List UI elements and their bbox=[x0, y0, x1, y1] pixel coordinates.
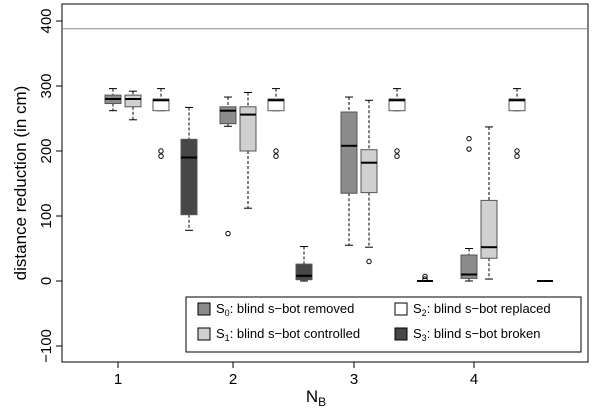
legend-label-s1: S1: blind s−bot controlled bbox=[216, 326, 360, 343]
legend-swatch-s2 bbox=[394, 302, 408, 316]
box-body bbox=[295, 263, 313, 281]
x-tick-label: 1 bbox=[114, 371, 122, 388]
y-tick-label: 100 bbox=[38, 203, 55, 228]
box-s0-n3 bbox=[340, 96, 358, 246]
legend-label-main: S bbox=[216, 326, 225, 341]
legend-swatch-s3 bbox=[394, 327, 408, 341]
box-s3-n2 bbox=[295, 246, 313, 282]
y-tick-label: 400 bbox=[38, 8, 55, 33]
outlier-point bbox=[466, 135, 472, 142]
outlier-point bbox=[422, 276, 428, 282]
outlier-point bbox=[225, 230, 231, 237]
legend-label-s0: S0: blind s−bot removed bbox=[216, 301, 354, 318]
box-s2-n4 bbox=[508, 88, 526, 159]
x-axis: 1 2 3 4 bbox=[114, 362, 478, 388]
box-body bbox=[152, 98, 170, 112]
legend-label-main: S bbox=[413, 301, 422, 316]
box-body bbox=[340, 111, 358, 194]
legend-label-subscript: 3 bbox=[422, 333, 427, 343]
x-axis-title-subscript: B bbox=[318, 395, 326, 409]
outlier-point bbox=[422, 273, 428, 280]
box-s3-n3 bbox=[417, 273, 433, 282]
legend-label-s2: S2: blind s−bot replaced bbox=[413, 301, 551, 318]
outlier-point bbox=[158, 153, 164, 159]
box-s0-n1 bbox=[104, 88, 122, 112]
outlier-point bbox=[273, 153, 279, 159]
outlier-point bbox=[394, 148, 400, 154]
x-axis-title: NB bbox=[306, 387, 326, 409]
outlier-point bbox=[366, 258, 372, 265]
legend-label-s3: S3: blind s−bot broken bbox=[413, 326, 541, 343]
outlier-point bbox=[273, 148, 279, 154]
box-body bbox=[360, 149, 378, 194]
box-s2-n1 bbox=[152, 88, 170, 159]
box-s2-n2 bbox=[267, 88, 285, 159]
box-s1-n3 bbox=[360, 99, 378, 265]
legend-label-subscript: 0 bbox=[225, 308, 230, 318]
legend-swatch-s0 bbox=[197, 302, 211, 316]
box-body bbox=[180, 138, 198, 216]
box-s1-n4 bbox=[480, 126, 498, 280]
box-s0-n4 bbox=[460, 135, 478, 282]
y-tick-label: 300 bbox=[38, 73, 55, 98]
plot-frame bbox=[61, 3, 589, 363]
x-tick-label: 4 bbox=[470, 371, 478, 388]
legend-label-rest: : blind s−bot broken bbox=[427, 326, 541, 341]
legend-frame bbox=[185, 296, 582, 353]
box-s2-n3 bbox=[388, 88, 406, 159]
outlier-point bbox=[158, 148, 164, 154]
box-body bbox=[508, 98, 526, 112]
legend-label-rest: : blind s−bot removed bbox=[230, 301, 355, 316]
box-body bbox=[267, 98, 285, 112]
box-s1-n1 bbox=[124, 90, 142, 121]
y-axis: −100 0 100 200 300 400 bbox=[38, 8, 62, 363]
legend-label-main: S bbox=[216, 301, 225, 316]
box-body bbox=[388, 98, 406, 112]
y-axis-title: distance reduction (in cm) bbox=[11, 86, 30, 281]
outlier-point bbox=[466, 146, 472, 152]
box-body bbox=[480, 199, 498, 259]
box-body bbox=[460, 254, 478, 279]
y-tick-label: −100 bbox=[38, 329, 55, 363]
legend-label-rest: : blind s−bot replaced bbox=[427, 301, 551, 316]
y-tick-label: 0 bbox=[38, 277, 55, 285]
boxes-layer bbox=[104, 88, 553, 282]
outlier-point bbox=[394, 153, 400, 159]
legend-label-main: S bbox=[413, 326, 422, 341]
outlier-point bbox=[514, 153, 520, 159]
y-tick-label: 200 bbox=[38, 138, 55, 163]
legend-label-subscript: 1 bbox=[225, 333, 230, 343]
outlier-point bbox=[514, 148, 520, 154]
box-body bbox=[124, 94, 142, 108]
legend-label-subscript: 2 bbox=[422, 308, 427, 318]
box-s1-n2 bbox=[239, 92, 257, 209]
x-tick-label: 2 bbox=[229, 371, 237, 388]
legend-label-rest: : blind s−bot controlled bbox=[230, 326, 360, 341]
box-body bbox=[239, 106, 257, 152]
box-body bbox=[219, 106, 237, 125]
x-tick-label: 3 bbox=[350, 371, 358, 388]
box-s3-n1 bbox=[180, 106, 198, 231]
x-axis-title-main: N bbox=[306, 387, 318, 406]
legend-swatch-s1 bbox=[197, 327, 211, 341]
box-s0-n2 bbox=[219, 96, 237, 237]
